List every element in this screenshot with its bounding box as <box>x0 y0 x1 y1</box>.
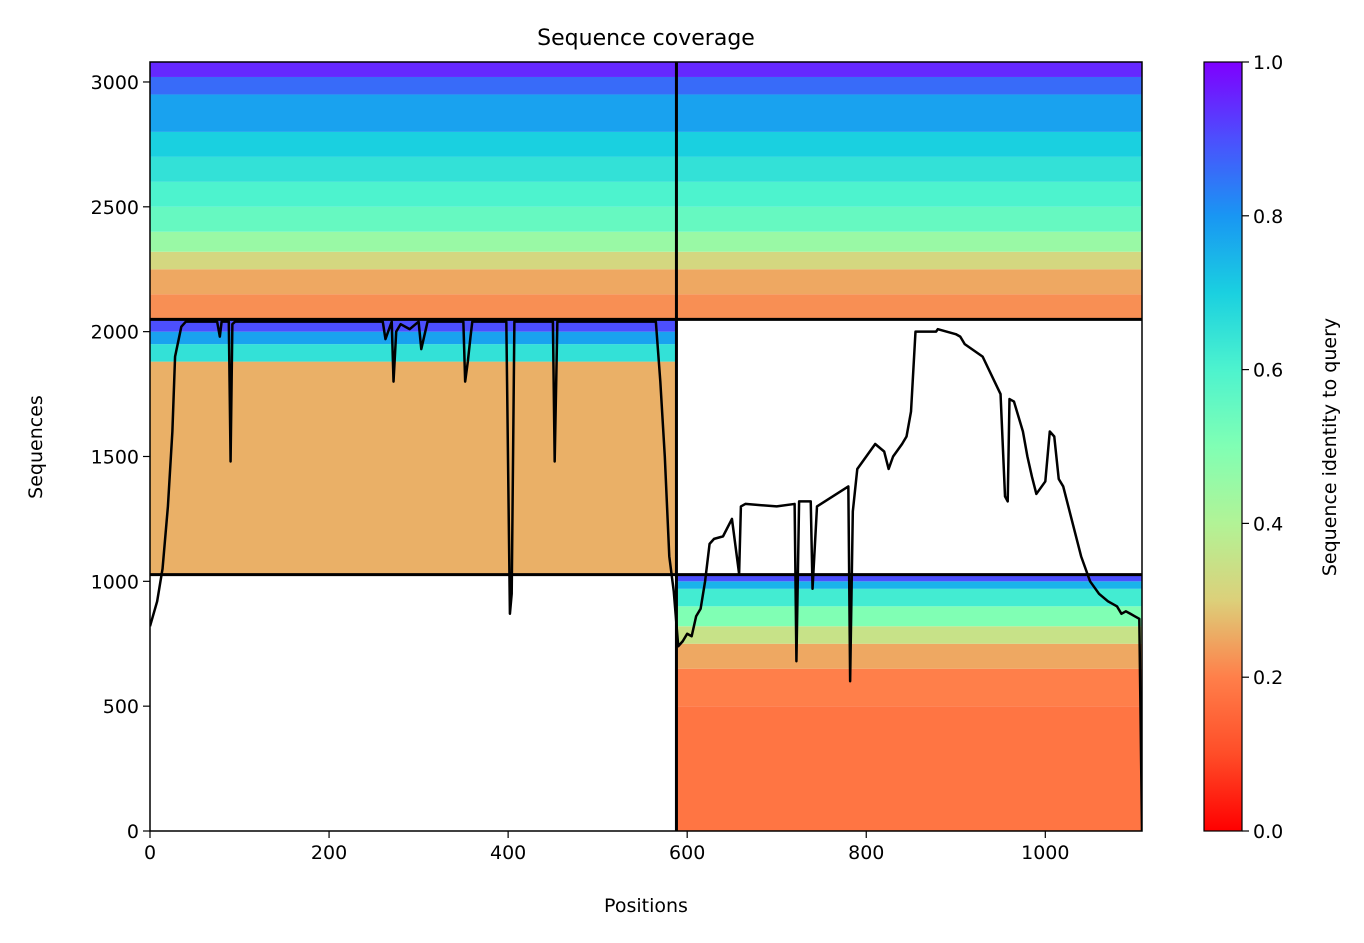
coverage-lines <box>150 62 1142 831</box>
colorbar-tick-label-5: 1.0 <box>1253 52 1283 74</box>
x-tick-label-400: 400 <box>490 842 526 864</box>
coverage-line-1 <box>150 320 1142 831</box>
coverage-band-1-10 <box>150 76 677 95</box>
y-tick-label-0: 0 <box>127 821 139 843</box>
coverage-band-3-3 <box>150 331 677 345</box>
coverage-band-2-7 <box>676 156 1142 182</box>
colorbar-ticks: 0.0 0.2 0.4 0.6 0.8 1.0 <box>1242 52 1283 843</box>
x-tick-label-0: 0 <box>144 842 156 864</box>
coverage-band-4-8 <box>676 574 1142 582</box>
coverage-band-2-6 <box>676 181 1142 207</box>
coverage-band-1-5 <box>150 206 677 232</box>
coverage-band-4-7 <box>676 581 1142 589</box>
x-tick-label-600: 600 <box>669 842 705 864</box>
coverage-band-2-10 <box>676 76 1142 95</box>
y-axis-label: Sequences <box>25 395 47 499</box>
colorbar-tick-label-4: 0.8 <box>1253 206 1283 228</box>
y-tick-label-2500: 2500 <box>91 197 139 219</box>
coverage-band-2-1 <box>676 294 1142 320</box>
x-axis-label: Positions <box>604 895 688 917</box>
coverage-band-2-5 <box>676 206 1142 232</box>
coverage-band-1-11 <box>150 62 677 77</box>
x-tick-label-200: 200 <box>311 842 347 864</box>
coverage-blocks <box>150 62 1142 831</box>
coverage-band-1-1 <box>150 294 677 320</box>
coverage-band-1-6 <box>150 181 677 207</box>
coverage-band-2-8 <box>676 131 1142 157</box>
coverage-band-1-3 <box>150 251 677 270</box>
coverage-band-4-1 <box>676 706 1142 831</box>
coverage-band-3-2 <box>150 344 677 362</box>
colorbar <box>1203 61 1243 832</box>
coverage-band-2-4 <box>676 231 1142 252</box>
coverage-band-1-4 <box>150 231 677 252</box>
coverage-band-4-3 <box>676 643 1142 669</box>
x-axis: 0 200 400 600 800 1000 <box>144 831 1069 864</box>
chart-title: Sequence coverage <box>537 26 755 51</box>
coverage-band-3-1 <box>150 361 677 575</box>
colorbar-tick-label-3: 0.6 <box>1253 360 1283 382</box>
coverage-band-4-4 <box>676 626 1142 644</box>
coverage-band-2-11 <box>676 62 1142 77</box>
y-tick-label-2000: 2000 <box>91 322 139 344</box>
x-tick-label-800: 800 <box>848 842 884 864</box>
colorbar-label: Sequence identity to query <box>1319 318 1341 576</box>
plot-frame <box>149 61 1143 832</box>
colorbar-tick-label-2: 0.4 <box>1253 513 1283 535</box>
colorbar-tick-label-0: 0.0 <box>1253 821 1283 843</box>
y-tick-label-3000: 3000 <box>91 72 139 94</box>
x-tick-label-1000: 1000 <box>1021 842 1069 864</box>
y-tick-label-1500: 1500 <box>91 446 139 468</box>
coverage-band-2-9 <box>676 94 1142 132</box>
coverage-band-1-7 <box>150 156 677 182</box>
colorbar-tick-label-1: 0.2 <box>1253 667 1283 689</box>
y-tick-label-1000: 1000 <box>91 571 139 593</box>
coverage-band-4-2 <box>676 668 1142 707</box>
coverage-band-1-8 <box>150 131 677 157</box>
y-tick-label-500: 500 <box>103 696 139 718</box>
coverage-band-4-6 <box>676 588 1142 607</box>
coverage-band-1-9 <box>150 94 677 132</box>
coverage-band-1-2 <box>150 269 677 295</box>
coverage-band-2-3 <box>676 251 1142 270</box>
coverage-band-2-2 <box>676 269 1142 295</box>
coverage-band-4-5 <box>676 606 1142 627</box>
y-axis: 0 500 1000 1500 2000 2500 3000 <box>91 72 150 843</box>
